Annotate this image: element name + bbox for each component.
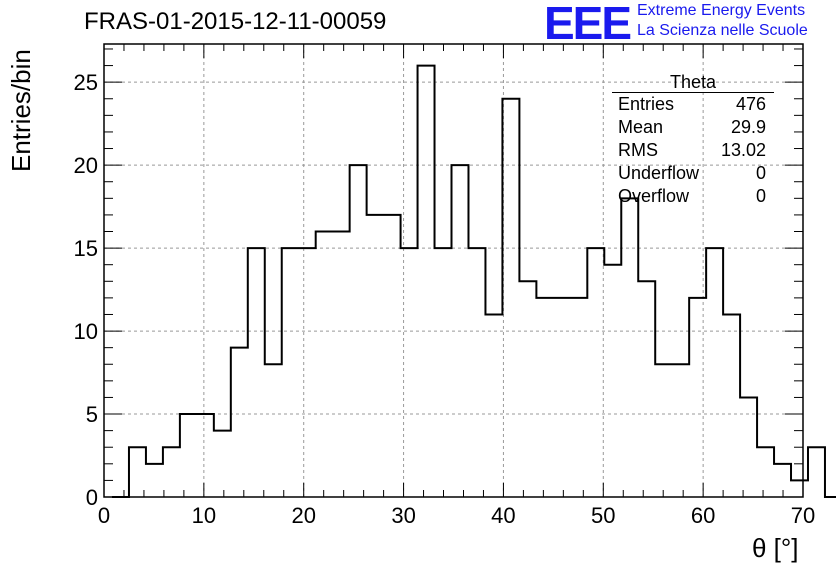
stats-value: 0 bbox=[755, 186, 766, 206]
stats-label: Entries bbox=[618, 94, 675, 114]
stats-row-rms: RMS 13.02 bbox=[612, 139, 774, 162]
histogram-bin bbox=[129, 447, 146, 497]
logo-subtitle-line1: Extreme Energy Events bbox=[637, 2, 806, 19]
histogram-bin bbox=[316, 232, 333, 497]
y-tick-label: 15 bbox=[74, 236, 98, 261]
histogram-bin bbox=[197, 414, 214, 497]
histogram-bin bbox=[723, 314, 740, 497]
histogram-bin bbox=[536, 298, 553, 497]
stats-box: Theta Entries 476 Mean 29.9 RMS 13.02 Un… bbox=[612, 72, 774, 208]
x-tick-label: 20 bbox=[291, 503, 315, 528]
histogram-bin bbox=[231, 348, 248, 497]
histogram-bin bbox=[519, 281, 536, 497]
histogram-bin bbox=[180, 414, 197, 497]
x-tick-label: 0 bbox=[98, 503, 110, 528]
histogram-bin bbox=[808, 447, 825, 497]
histogram-bin bbox=[299, 248, 316, 497]
x-axis-label: θ [°] bbox=[752, 533, 799, 563]
plot-frame bbox=[103, 43, 804, 498]
x-tick-label: 10 bbox=[192, 503, 216, 528]
stats-label: Mean bbox=[618, 117, 664, 137]
histogram-bin bbox=[655, 364, 672, 497]
chart-title: FRAS-01-2015-12-11-00059 bbox=[84, 8, 387, 35]
stats-row-mean: Mean 29.9 bbox=[612, 116, 774, 139]
x-tick-label: 60 bbox=[691, 503, 715, 528]
histogram-bin bbox=[638, 281, 655, 497]
histogram-bin bbox=[146, 464, 163, 497]
eee-logo: EEE bbox=[544, 0, 632, 49]
stats-label: Overflow bbox=[618, 186, 690, 206]
y-tick-label: 0 bbox=[86, 485, 98, 510]
stats-value: 29.9 bbox=[730, 117, 766, 137]
y-axis-label: Entries/bin bbox=[6, 49, 36, 172]
y-tick-label: 5 bbox=[86, 402, 98, 427]
histogram-bin bbox=[553, 298, 570, 497]
histogram-bin bbox=[791, 480, 808, 497]
x-tick-label: 50 bbox=[591, 503, 615, 528]
histogram-bin bbox=[435, 248, 452, 497]
histogram-bin bbox=[621, 198, 638, 497]
y-tick-label: 10 bbox=[74, 319, 98, 344]
histogram-bin bbox=[672, 364, 689, 497]
histogram-bin bbox=[604, 265, 621, 497]
histogram-bin bbox=[587, 248, 604, 497]
stats-label: Underflow bbox=[618, 163, 700, 183]
histogram-bin bbox=[214, 431, 231, 497]
y-tick-label: 25 bbox=[74, 70, 98, 95]
stats-label: RMS bbox=[618, 140, 658, 160]
histogram-bin bbox=[282, 248, 299, 497]
stats-row-entries: Entries 476 bbox=[612, 93, 774, 116]
stats-value: 0 bbox=[755, 163, 766, 183]
histogram-bin bbox=[468, 248, 485, 497]
histogram-bin bbox=[757, 447, 774, 497]
x-tick-label: 70 bbox=[791, 503, 815, 528]
histogram-bin bbox=[485, 314, 502, 497]
histogram-bin bbox=[333, 232, 350, 497]
histogram-bin bbox=[248, 248, 265, 497]
stats-value: 476 bbox=[735, 94, 766, 114]
histogram-bin bbox=[163, 447, 180, 497]
histogram-bin bbox=[570, 298, 587, 497]
histogram-bin bbox=[502, 99, 519, 497]
logo-subtitle-line2: La Scienza nelle Scuole bbox=[637, 22, 808, 39]
histogram-bin bbox=[367, 215, 384, 497]
histogram-bin bbox=[740, 397, 757, 497]
stats-title: Theta bbox=[612, 72, 774, 93]
x-tick-label: 40 bbox=[491, 503, 515, 528]
stats-row-overflow: Overflow 0 bbox=[612, 185, 774, 208]
y-tick-label: 20 bbox=[74, 153, 98, 178]
histogram-bin bbox=[384, 215, 401, 497]
stats-value: 13.02 bbox=[720, 140, 766, 160]
x-tick-label: 30 bbox=[391, 503, 415, 528]
histogram-bin bbox=[706, 248, 723, 497]
histogram-bin bbox=[418, 66, 435, 497]
histogram-bin bbox=[265, 364, 282, 497]
stats-row-underflow: Underflow 0 bbox=[612, 162, 774, 185]
